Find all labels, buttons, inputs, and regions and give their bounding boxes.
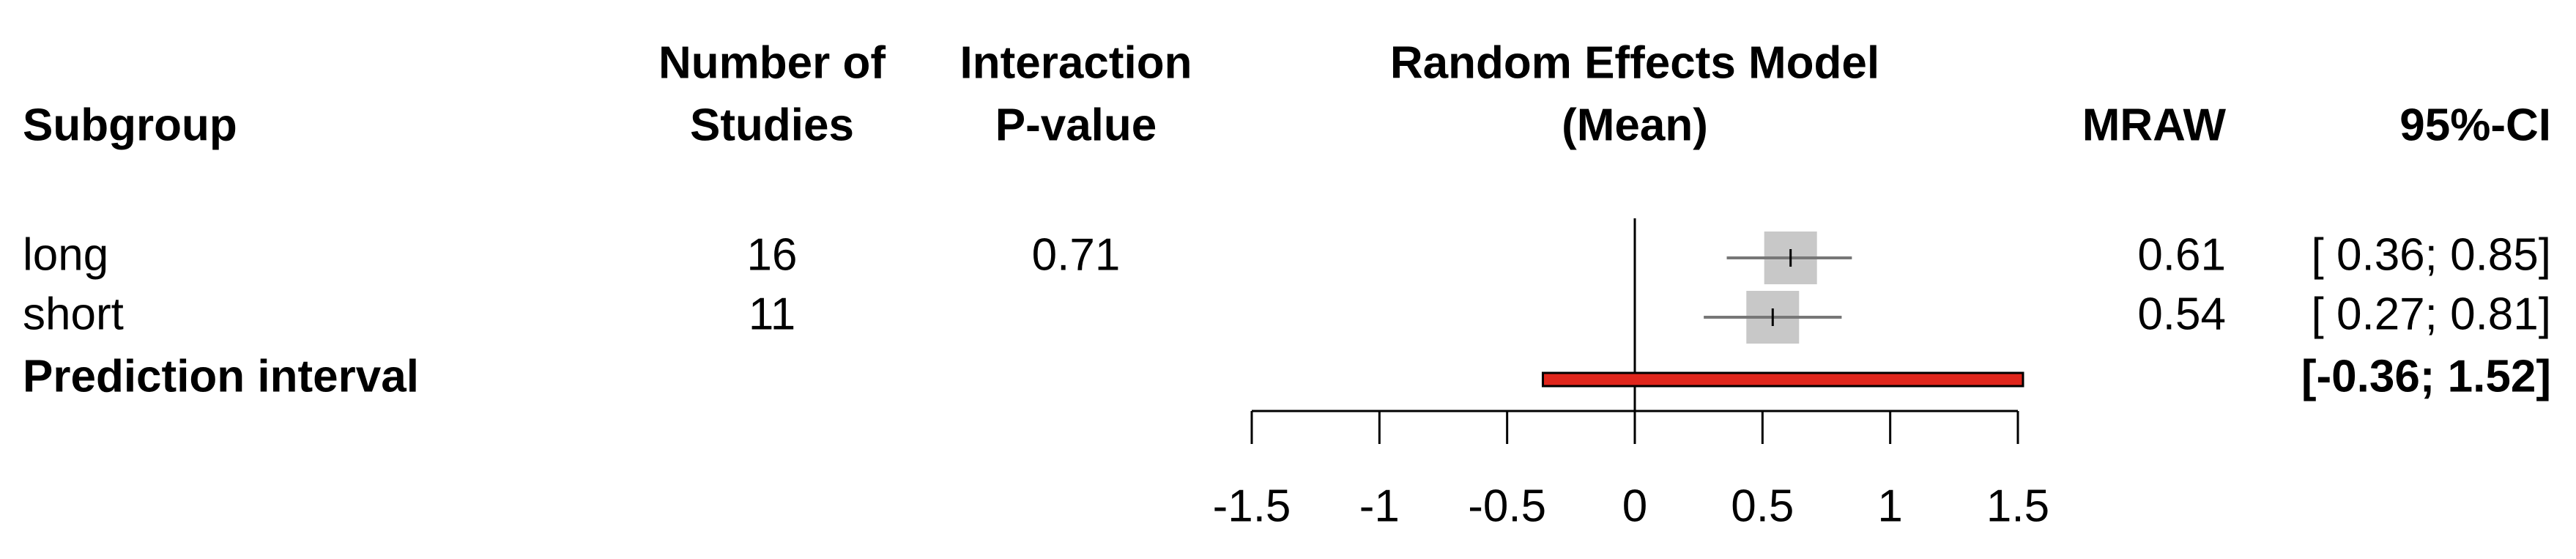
x-tick-label: 0 bbox=[1622, 481, 1647, 531]
estimate-label: 0.54 bbox=[2137, 289, 2226, 339]
column-header: Studies bbox=[690, 100, 854, 150]
studies-count: 11 bbox=[749, 289, 795, 339]
x-tick-label: -1 bbox=[1359, 481, 1400, 531]
column-header: Random Effects Model bbox=[1390, 37, 1879, 88]
column-header: P-value bbox=[995, 100, 1157, 150]
x-tick-label: 0.5 bbox=[1731, 481, 1794, 531]
ci-label: [ 0.27; 0.81] bbox=[2312, 289, 2551, 339]
estimate-label: 0.61 bbox=[2137, 229, 2226, 280]
column-header: 95%-CI bbox=[2399, 100, 2551, 150]
p-value: 0.71 bbox=[1032, 229, 1121, 280]
subgroup-label: short bbox=[23, 289, 124, 339]
column-header: Interaction bbox=[960, 37, 1192, 88]
prediction-label: Prediction interval bbox=[23, 351, 419, 401]
column-header: Number of bbox=[658, 37, 886, 88]
prediction-ci-label: [-0.36; 1.52] bbox=[2301, 351, 2551, 401]
x-tick-label: 1.5 bbox=[1986, 481, 2049, 531]
x-tick-label: -1.5 bbox=[1213, 481, 1291, 531]
column-header: Subgroup bbox=[23, 100, 237, 150]
subgroup-label: long bbox=[23, 229, 108, 280]
prediction-bar bbox=[1541, 371, 2024, 388]
column-header: MRAW bbox=[2082, 100, 2227, 150]
x-tick-label: -0.5 bbox=[1468, 481, 1546, 531]
ci-label: [ 0.36; 0.85] bbox=[2312, 229, 2551, 280]
column-header: (Mean) bbox=[1562, 100, 1708, 150]
studies-count: 16 bbox=[747, 229, 798, 280]
x-tick-label: 1 bbox=[1877, 481, 1902, 531]
